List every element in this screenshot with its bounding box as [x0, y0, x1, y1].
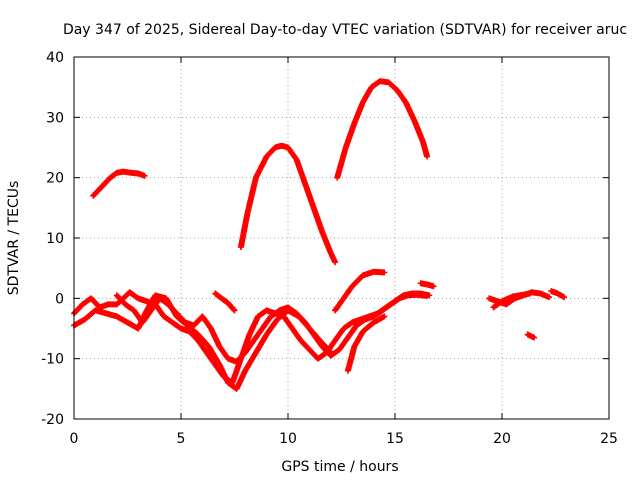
y-tick-label: -10 [41, 352, 64, 368]
y-axis-label: SDTVAR / TECUs [6, 181, 22, 296]
data-point [381, 313, 388, 320]
data-point [531, 334, 538, 341]
series-arc-7 [212, 290, 238, 314]
series-arc-8 [332, 268, 388, 314]
data-layer [71, 78, 568, 392]
x-tick-label: 25 [600, 431, 618, 447]
y-tick-label: 30 [46, 110, 64, 126]
series-arc-13 [524, 331, 538, 341]
series-arc-10 [417, 280, 437, 290]
y-tick-label: 20 [46, 171, 64, 187]
data-point [381, 269, 388, 276]
series-arc-2 [237, 142, 339, 266]
series-arc-6 [113, 291, 431, 365]
x-axis-label: GPS time / hours [281, 459, 398, 475]
data-point [424, 153, 431, 160]
ticks: 0 5 10 15 20 25 -20 -10 0 10 20 30 40 [41, 50, 618, 447]
x-tick-label: 0 [70, 431, 79, 447]
y-tick-label: 40 [46, 50, 64, 66]
data-point [424, 292, 431, 299]
data-point [430, 283, 437, 290]
series-arc-3 [334, 78, 431, 181]
data-point [332, 259, 339, 266]
series-arc-9 [344, 313, 388, 374]
x-tick-label: 15 [386, 431, 404, 447]
grid [74, 57, 609, 419]
x-tick-label: 10 [279, 431, 297, 447]
series-arc-12 [490, 290, 533, 311]
data-point [141, 172, 148, 179]
chart-title: Day 347 of 2025, Sidereal Day-to-day VTE… [63, 22, 627, 38]
series-arc-14 [548, 288, 568, 301]
data-point [546, 294, 553, 301]
series-arc-1 [90, 168, 148, 199]
y-tick-label: 10 [46, 231, 64, 247]
data-point [230, 306, 237, 313]
data-point [231, 307, 238, 314]
data-point [526, 290, 533, 297]
x-tick-label: 5 [177, 431, 186, 447]
x-tick-label: 20 [493, 431, 511, 447]
y-tick-label: 0 [55, 291, 64, 307]
y-tick-label: -20 [41, 412, 64, 428]
data-point [561, 294, 568, 301]
